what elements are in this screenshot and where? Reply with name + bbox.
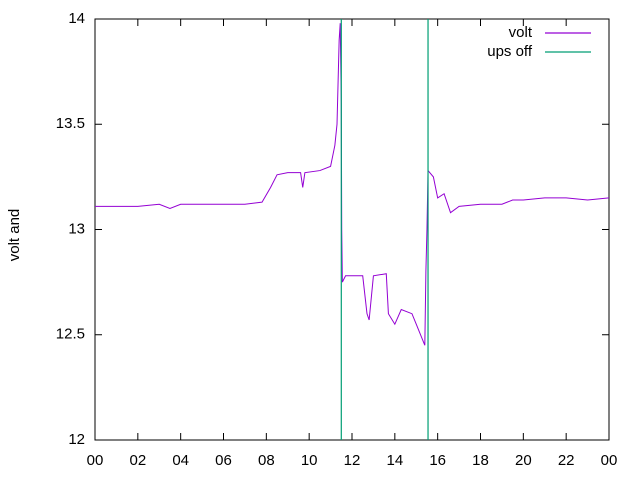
x-tick-label: 08 (258, 452, 275, 469)
x-tick-label: 12 (344, 452, 361, 469)
x-tick-label: 10 (301, 452, 318, 469)
legend-label: ups off (487, 43, 533, 60)
x-tick-label: 20 (515, 452, 532, 469)
x-tick-label: 00 (601, 452, 618, 469)
x-tick-label: 14 (386, 452, 403, 469)
x-tick-label: 22 (558, 452, 575, 469)
x-tick-label: 18 (472, 452, 489, 469)
line-series (95, 23, 610, 346)
y-tick-label: 13 (68, 220, 85, 237)
y-tick-label: 13.5 (56, 115, 85, 132)
x-tick-label: 16 (429, 452, 446, 469)
x-tick-label: 04 (172, 452, 189, 469)
plot-frame (94, 18, 610, 441)
y-axis-label: volt and (6, 209, 23, 262)
y-tick-label: 14 (68, 10, 85, 27)
y-tick-label: 12.5 (56, 326, 85, 343)
y-tick-label: 12 (68, 431, 85, 448)
x-tick-label: 02 (129, 452, 146, 469)
x-tick-label: 06 (215, 452, 232, 469)
legend-label: volt (509, 24, 533, 41)
x-tick-label: 00 (87, 452, 104, 469)
